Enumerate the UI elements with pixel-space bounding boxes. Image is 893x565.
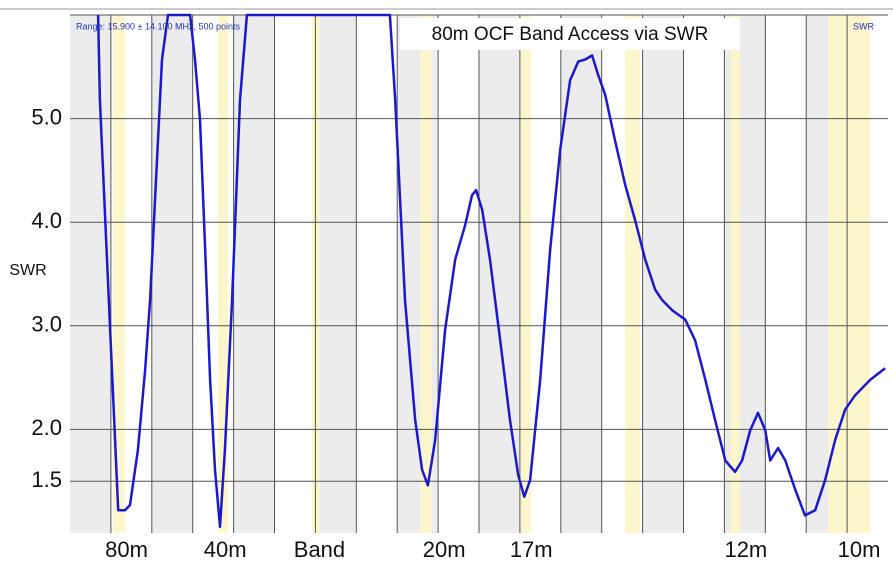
y-tick-label: 1.5 <box>31 467 62 492</box>
column <box>560 15 602 533</box>
subtitle: Range: 15.900 ± 14.100 MHz, 500 points <box>76 21 241 31</box>
x-tick-label: 12m <box>724 537 767 562</box>
series-label: SWR <box>853 21 874 31</box>
band-shade <box>625 15 641 533</box>
y-axis-label: SWR <box>9 262 46 279</box>
column <box>765 15 807 533</box>
title-box <box>400 18 740 50</box>
swr-line <box>96 13 886 529</box>
band-shade <box>311 15 321 533</box>
column <box>274 15 316 533</box>
band-shade <box>519 15 532 533</box>
column <box>70 15 111 533</box>
y-tick-label: 5.0 <box>31 104 62 129</box>
band-shade <box>828 15 871 533</box>
x-tick-label: 17m <box>510 537 553 562</box>
y-tick-label: 3.0 <box>31 312 62 337</box>
column <box>479 15 520 533</box>
band-shade <box>420 15 433 533</box>
band-shade <box>730 15 741 533</box>
band-shade <box>217 15 229 533</box>
plot-layer: 1.5 2.0 3.0 4.0 5.0 80m 40m Band 20m 17m 12m 10m <box>31 13 886 562</box>
x-tick-label: 40m <box>204 537 247 562</box>
x-tick-label: 20m <box>423 537 466 562</box>
x-tick-label: 10m <box>838 537 881 562</box>
x-tick-label: Band <box>294 537 345 562</box>
chart-title: 80m OCF Band Access via SWR <box>432 24 709 45</box>
column <box>315 15 357 533</box>
column <box>683 15 725 533</box>
x-tick-label: 80m <box>105 537 148 562</box>
column <box>356 15 398 533</box>
y-tick-label: 2.0 <box>31 415 62 440</box>
band-shade <box>112 15 126 533</box>
y-tick-label: 4.0 <box>31 208 62 233</box>
column <box>151 15 193 533</box>
column <box>438 15 479 533</box>
plot-background <box>70 14 888 533</box>
